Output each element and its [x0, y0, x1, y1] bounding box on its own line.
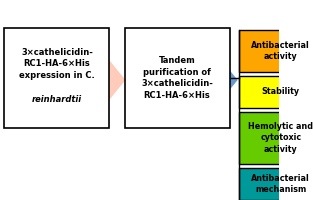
Text: Hemolytic and
cytotoxic
activity: Hemolytic and cytotoxic activity — [248, 122, 313, 154]
Text: 3×cathelicidin-
RC1-HA-6×His
expression in C.: 3×cathelicidin- RC1-HA-6×His expression … — [19, 48, 95, 80]
FancyBboxPatch shape — [4, 28, 110, 128]
FancyBboxPatch shape — [125, 28, 230, 128]
FancyBboxPatch shape — [239, 112, 313, 164]
FancyBboxPatch shape — [239, 76, 313, 108]
Text: reinhardtii: reinhardtii — [32, 96, 82, 104]
FancyBboxPatch shape — [239, 30, 313, 72]
Text: Antibacterial
activity: Antibacterial activity — [251, 41, 310, 61]
FancyArrow shape — [9, 56, 125, 104]
FancyArrow shape — [132, 56, 237, 104]
Text: Stability: Stability — [262, 88, 300, 97]
FancyBboxPatch shape — [239, 168, 313, 200]
Text: Tandem
purification of
3×cathelicidin-
RC1-HA-6×His: Tandem purification of 3×cathelicidin- R… — [141, 56, 213, 100]
Text: Antibacterial
mechanism: Antibacterial mechanism — [251, 174, 310, 194]
